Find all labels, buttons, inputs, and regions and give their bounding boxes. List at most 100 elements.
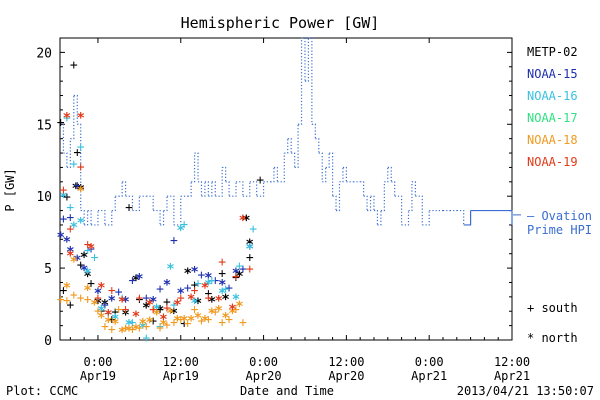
point-south-metp-02: + [180,317,188,332]
point-north-noaa-18: * [70,254,78,270]
point-north-noaa-18: * [104,315,112,331]
point-north-noaa-19: * [118,295,126,311]
point-south-noaa-19: + [94,291,102,306]
point-north-noaa-18: * [125,323,133,339]
point-north-noaa-15: * [232,266,240,282]
point-south-noaa-19: + [204,291,212,306]
x-tick-date: Apr20 [328,369,364,383]
point-north-noaa-19: * [63,111,71,127]
point-south-noaa-15: + [198,268,206,283]
ovation-line [60,37,513,226]
point-south-noaa-15: + [170,233,178,248]
point-north-noaa-18: * [208,306,216,322]
point-south-noaa-15: + [66,210,74,225]
x-axis-label: Date and Time [240,384,334,398]
point-south-noaa-15: + [101,298,109,313]
point-north-metp-02: * [242,213,250,229]
point-south-noaa-16: + [170,298,178,313]
point-south-noaa-16: + [77,140,85,155]
point-south-noaa-18: + [232,302,240,317]
point-south-noaa-16: + [66,200,74,215]
point-south-noaa-18: + [191,302,199,317]
y-axis: 0 5 10 15 20 [36,46,512,349]
point-south-noaa-18: + [77,291,85,306]
point-south-noaa-19: + [191,284,199,299]
point-south-noaa-18: + [63,294,71,309]
point-north-noaa-15: * [108,293,116,309]
x-tick-date: Apr21 [411,369,447,383]
point-south-metp-02: + [97,304,105,319]
point-south-noaa-16: + [84,243,92,258]
point-north-noaa-16: * [218,286,226,302]
point-north-metp-02: * [142,300,150,316]
point-north-noaa-18: * [152,308,160,324]
x-tick-time: 0:00 [415,355,444,369]
point-south-metp-02: + [156,302,164,317]
point-north-noaa-19: * [159,312,167,328]
point-south-noaa-15: + [225,281,233,296]
point-south-noaa-18: + [177,312,185,327]
point-south-metp-02: + [63,190,71,205]
point-north-noaa-16: * [111,312,119,328]
point-north-noaa-19: * [187,292,195,308]
legend-symbol: + south [527,301,578,315]
point-north-noaa-18: * [228,306,236,322]
point-north-noaa-18: * [214,303,222,319]
legend-ovation: – Ovation [527,209,592,223]
x-tick-date: Apr19 [80,369,116,383]
point-north-noaa-18: * [83,283,91,299]
point-north-noaa-18: * [90,298,98,314]
point-south-noaa-15: + [142,291,150,306]
point-south-noaa-16: + [208,274,216,289]
point-north-noaa-16: * [76,216,84,232]
point-south-noaa-18: + [156,321,164,336]
point-north-noaa-18: * [139,316,147,332]
point-south-metp-02: + [204,287,212,302]
point-south-metp-02: + [111,305,119,320]
point-north-metp-02: * [235,269,243,285]
point-south-noaa-18: + [108,322,116,337]
legend-symbol: * north [527,331,578,345]
point-south-metp-02: + [66,298,74,313]
point-north-noaa-16: * [166,262,174,278]
point-north-noaa-19: * [239,213,247,229]
point-north-noaa-18: * [194,311,202,327]
point-south-noaa-18: + [184,317,192,332]
point-north-noaa-15: * [63,234,71,250]
point-south-noaa-15: + [184,281,192,296]
ovation-solid-segment [463,209,513,226]
point-south-noaa-16: + [129,315,137,330]
point-south-metp-02: + [60,284,68,299]
point-south-noaa-15: + [87,242,95,257]
point-north-noaa-19: * [214,293,222,309]
legend-entry: NOAA-16 [527,89,578,103]
point-south-noaa-19: + [135,291,143,306]
point-north-noaa-16: * [139,321,147,337]
point-south-noaa-18: + [115,302,123,317]
point-south-noaa-19: + [246,262,254,277]
point-south-noaa-16: + [156,320,164,335]
point-south-noaa-18: + [84,292,92,307]
point-south-noaa-19: + [77,160,85,175]
point-south-noaa-18: + [142,320,150,335]
point-south-noaa-15: + [60,212,68,227]
y-tick-label: 15 [36,118,52,133]
point-south-noaa-19: + [108,284,116,299]
point-south-noaa-16: + [63,111,71,126]
point-south-metp-02: + [218,266,226,281]
point-south-noaa-16: + [194,276,202,291]
point-south-noaa-19: + [84,238,92,253]
legend-entry: NOAA-15 [527,67,578,81]
legend-entry: METP-02 [527,45,578,59]
legend-entry: NOAA-18 [527,133,578,147]
point-south-metp-02: + [70,58,78,73]
point-north-metp-02: * [76,183,84,199]
y-axis-label: P [GW] [3,168,17,211]
x-tick-time: 12:00 [328,355,364,369]
point-north-metp-02: * [194,296,202,312]
point-north-noaa-15: * [246,242,254,258]
point-north-noaa-18: * [145,315,153,331]
point-south-noaa-18: + [170,315,178,330]
point-south-noaa-18: + [218,315,226,330]
point-south-noaa-16: + [70,157,78,172]
